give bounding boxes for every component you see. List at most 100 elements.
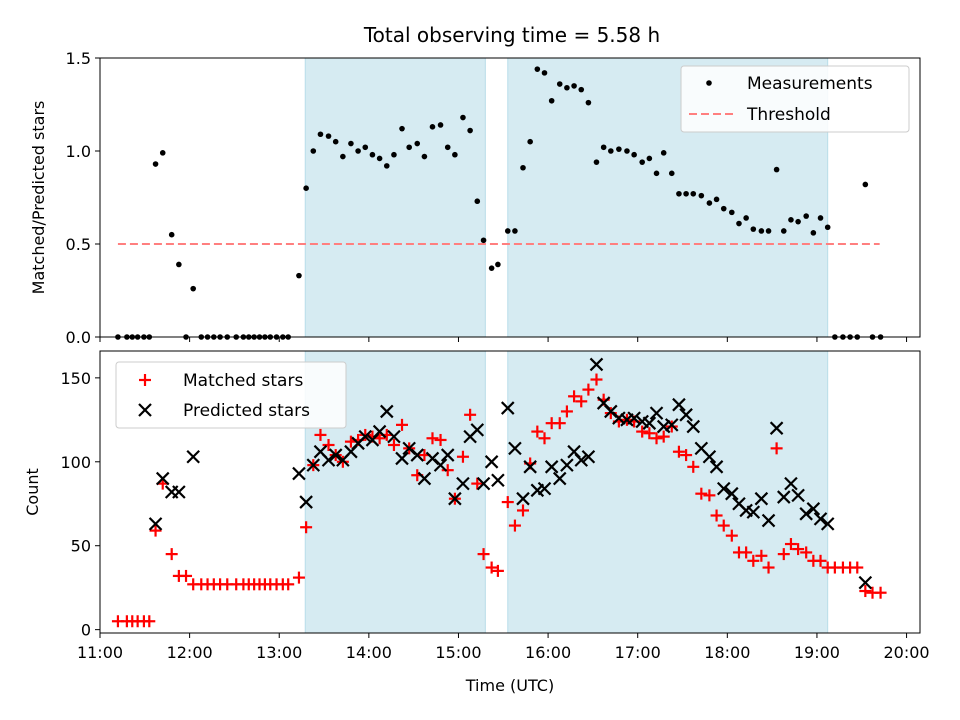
predicted-stars-point <box>387 429 401 444</box>
predicted-stars-point <box>642 416 657 430</box>
y-tick-label: 100 <box>60 453 91 472</box>
predicted-stars-point <box>306 458 321 472</box>
measurement-point <box>310 148 317 154</box>
predicted-stars-point <box>328 448 343 462</box>
measurement-point <box>862 181 869 188</box>
predicted-stars-point <box>649 406 664 420</box>
measurement-point <box>608 148 614 154</box>
measurement-point <box>399 125 405 132</box>
predicted-stars-point <box>395 451 409 466</box>
predicted-stars-point <box>679 408 693 422</box>
measurement-point <box>437 122 444 128</box>
matched-stars-point <box>471 477 484 490</box>
predicted-stars-point <box>754 491 769 506</box>
y-tick-label: 0 <box>81 621 91 640</box>
matched-stars-point <box>336 455 349 468</box>
measurement-point <box>190 285 197 292</box>
matched-stars-point <box>725 529 738 542</box>
measurement-point <box>578 86 585 93</box>
matched-stars-point <box>282 578 295 591</box>
matched-stars-point <box>538 432 551 445</box>
measurement-point <box>332 138 339 145</box>
matched-stars-point <box>643 427 656 440</box>
measurement-point <box>527 138 533 145</box>
measurement-point <box>683 190 689 197</box>
y-axis-label: Matched/Predicted stars <box>29 101 48 295</box>
predicted-stars-point <box>500 401 515 415</box>
measurement-point <box>676 190 682 197</box>
predicted-stars-point <box>702 449 717 464</box>
matched-stars-point <box>508 519 521 532</box>
predicted-stars-point <box>186 449 200 464</box>
measurement-point <box>653 170 660 177</box>
x-tick-label: 19:00 <box>794 643 840 662</box>
predicted-stars-point <box>172 485 186 499</box>
predicted-stars-point <box>292 466 306 481</box>
chart-title: Total observing time = 5.58 h <box>363 23 660 47</box>
predicted-stars-point <box>777 490 791 504</box>
predicted-stars-point <box>476 476 491 491</box>
measurement-point <box>624 148 630 154</box>
measurement-point <box>660 150 667 156</box>
predicted-stars-point <box>820 517 835 531</box>
predicted-stars-point <box>552 471 567 486</box>
measurement-point <box>817 215 824 221</box>
measurement-point <box>512 228 518 234</box>
predicted-stars-point <box>491 473 505 488</box>
matched-stars-point <box>650 432 663 445</box>
matched-stars-point <box>710 509 723 522</box>
matched-stars-point <box>300 521 313 534</box>
matched-stars-point <box>703 489 716 502</box>
matched-stars-point <box>851 561 864 574</box>
measurement-point <box>750 226 757 232</box>
matched-stars-point <box>680 449 693 462</box>
matched-stars-point <box>762 561 775 574</box>
measurement-point <box>452 151 458 158</box>
bottom-legend: Matched stars Predicted stars <box>115 361 347 429</box>
measurement-point <box>541 70 548 76</box>
matched-stars-point <box>553 417 566 430</box>
measurement-point <box>773 166 780 173</box>
y-tick-label: 50 <box>71 537 91 556</box>
predicted-stars-point <box>448 491 462 506</box>
predicted-stars-point <box>761 513 776 528</box>
predicted-stars-point <box>664 418 679 432</box>
y-tick-label: 0.0 <box>66 328 91 347</box>
predicted-stars-point <box>379 404 394 419</box>
predicted-stars-point <box>612 411 626 425</box>
predicted-stars-point <box>813 512 828 526</box>
matched-stars-point <box>292 571 305 584</box>
predicted-stars-point <box>716 481 731 496</box>
measurement-point <box>369 151 376 158</box>
matched-stars-point <box>874 586 887 599</box>
measurement-point <box>429 124 436 130</box>
measurement-point <box>480 237 487 244</box>
axes-frame <box>99 350 921 634</box>
matched-stars-point <box>387 439 400 451</box>
measurement-point <box>600 144 607 151</box>
matched-stars-point <box>485 561 498 574</box>
measurement-point <box>467 127 473 134</box>
measurement-point <box>460 114 466 121</box>
measurement-point <box>788 217 794 223</box>
matched-stars-point <box>491 564 504 577</box>
shaded-span <box>507 350 829 634</box>
matched-stars-point <box>770 442 783 455</box>
matched-stars-point <box>434 433 447 446</box>
x-tick-label: 11:00 <box>77 643 123 662</box>
predicted-stars-point <box>656 419 671 434</box>
matched-stars-point <box>777 548 790 561</box>
measurement-point <box>383 163 390 169</box>
matched-stars-point <box>657 430 670 443</box>
predicted-stars-point <box>321 453 336 467</box>
predicted-stars-point <box>299 495 313 509</box>
predicted-stars-point <box>589 357 604 372</box>
matched-stars-point <box>800 546 813 559</box>
x-axis-label: Time (UTC) <box>465 676 554 695</box>
x-tick-label: 17:00 <box>615 643 661 662</box>
matched-stars-point <box>531 425 544 438</box>
matched-stars-point <box>814 554 827 567</box>
legend-predicted-marker <box>138 403 152 417</box>
measurement-point <box>362 144 369 151</box>
predicted-stars-point <box>746 505 761 519</box>
